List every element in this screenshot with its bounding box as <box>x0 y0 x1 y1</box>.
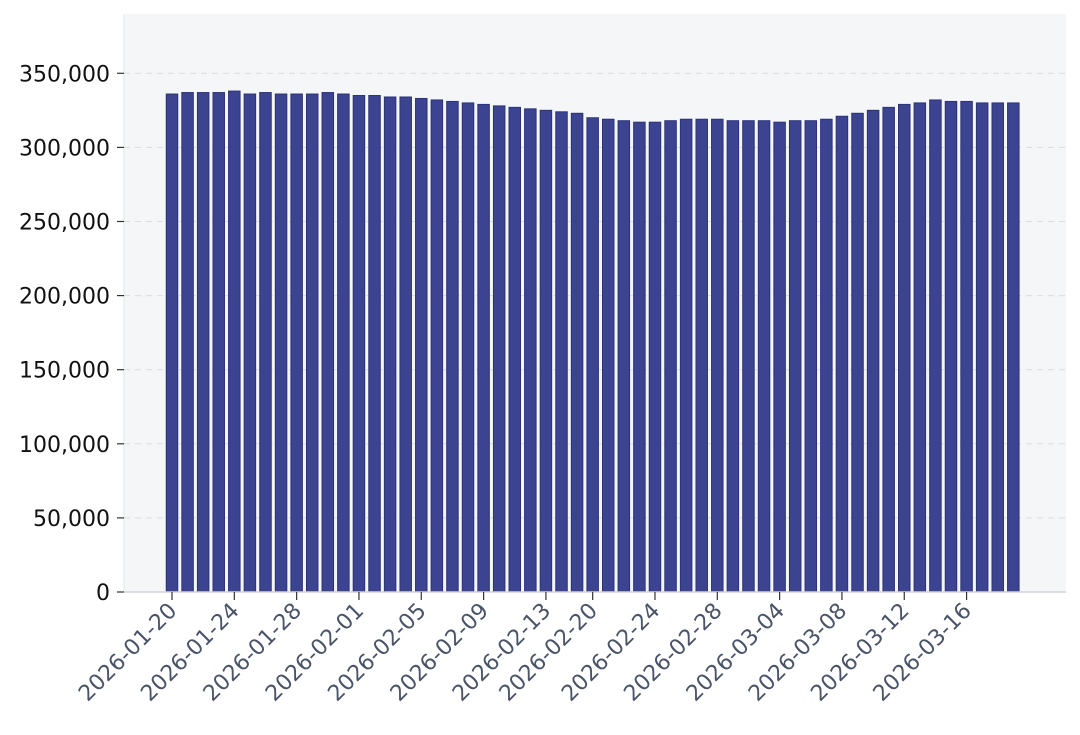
bar-2026-03-15 <box>944 100 958 593</box>
bar-2026-01-26 <box>259 92 272 593</box>
bar-2026-03-17 <box>975 102 989 593</box>
bar-2026-02-09 <box>477 103 490 593</box>
bar-2026-01-24 <box>228 90 241 593</box>
bar-2026-02-11 <box>508 106 522 593</box>
y-tick-label: 100,000 <box>19 433 110 458</box>
bar-2026-01-30 <box>321 92 335 593</box>
bar-2026-02-01 <box>352 95 366 593</box>
bar-2026-02-02 <box>368 95 381 593</box>
bar-2026-03-12 <box>898 103 911 593</box>
bar-2026-02-04 <box>399 96 412 593</box>
bar-2026-02-10 <box>492 105 506 593</box>
bar-2026-02-25 <box>664 120 677 593</box>
bar-2026-03-16 <box>960 100 973 593</box>
bar-2026-01-23 <box>212 92 225 593</box>
bar-2026-02-06 <box>430 99 444 593</box>
bar-2026-02-12 <box>524 108 537 593</box>
bar-2026-02-08 <box>461 102 475 593</box>
bar-2026-02-15 <box>570 112 584 593</box>
bar-2026-02-05 <box>415 97 428 593</box>
bar-2026-02-14 <box>555 111 568 593</box>
y-tick-label: 300,000 <box>19 136 110 161</box>
bar-2026-03-10 <box>866 109 880 593</box>
bar-2026-02-28 <box>711 118 724 593</box>
bar-2026-03-04 <box>773 121 786 593</box>
bar-2026-01-29 <box>305 93 319 593</box>
bar-2026-03-07 <box>820 118 833 593</box>
y-tick-label: 350,000 <box>19 62 110 87</box>
bar-2026-01-20 <box>165 93 179 593</box>
bar-2026-02-20 <box>586 117 599 593</box>
x-axis-ticks: 2026-01-202026-01-242026-01-282026-02-01… <box>74 592 977 707</box>
bar-2026-03-03 <box>757 120 771 593</box>
bar-2026-03-02 <box>742 120 755 593</box>
bar-2026-03-19 <box>1007 102 1020 593</box>
bar-2026-02-27 <box>695 118 708 593</box>
y-tick-label: 200,000 <box>19 285 110 310</box>
bar-2026-03-06 <box>804 120 818 593</box>
y-tick-label: 50,000 <box>33 507 110 532</box>
bar-2026-03-18 <box>991 102 1004 593</box>
bar-2026-03-14 <box>929 99 942 593</box>
bar-2026-03-11 <box>882 106 895 593</box>
bar-2026-01-28 <box>290 93 303 593</box>
bars <box>165 90 1020 593</box>
bar-2026-02-26 <box>679 118 693 593</box>
bar-2026-03-13 <box>913 102 927 593</box>
bar-2026-03-08 <box>835 115 849 593</box>
bar-2026-02-03 <box>383 96 397 593</box>
bar-2026-01-27 <box>274 93 288 593</box>
bar-2026-01-21 <box>181 92 194 593</box>
bar-2026-03-09 <box>851 112 864 593</box>
bar-2026-03-05 <box>788 120 802 593</box>
bar-2026-01-25 <box>243 93 257 593</box>
bar-2026-02-24 <box>648 121 662 593</box>
bar-2026-02-13 <box>539 109 553 593</box>
y-tick-label: 250,000 <box>19 210 110 235</box>
bar-2026-01-22 <box>196 92 210 593</box>
bar-2026-01-31 <box>337 93 350 593</box>
bar-2026-02-07 <box>446 100 459 593</box>
bar-2026-02-23 <box>633 121 646 593</box>
bar-2026-03-01 <box>726 120 740 593</box>
y-axis-ticks: 0 50,000 100,000 150,000 200,000 250,000 300,0… <box>19 62 124 606</box>
bar-2026-02-22 <box>617 120 631 593</box>
bar-2026-02-21 <box>601 118 615 593</box>
y-tick-label: 150,000 <box>19 359 110 384</box>
y-tick-label: 0 <box>96 581 110 606</box>
